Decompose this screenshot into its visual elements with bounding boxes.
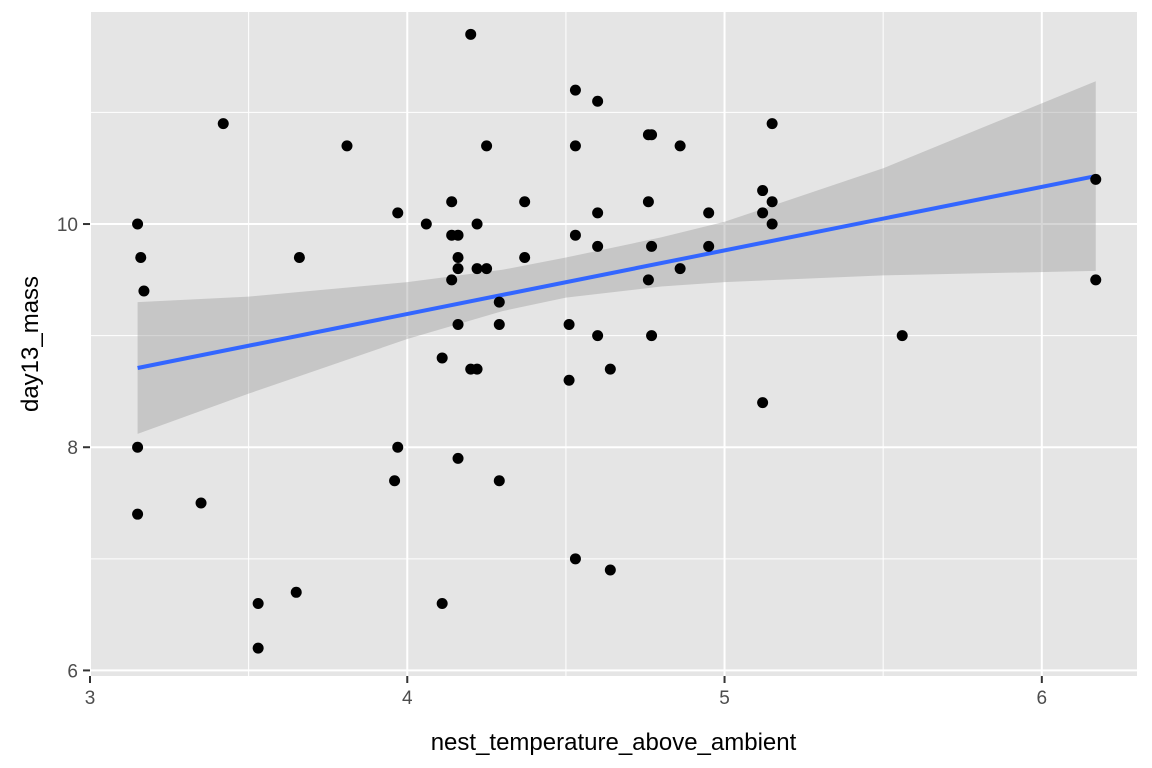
data-point — [420, 218, 432, 230]
data-point — [138, 285, 150, 297]
data-point — [452, 452, 464, 464]
data-point — [592, 95, 604, 107]
data-point — [592, 330, 604, 342]
data-point — [452, 229, 464, 241]
data-point — [604, 363, 616, 375]
data-point — [757, 397, 769, 409]
data-point — [569, 229, 581, 241]
data-point — [392, 207, 404, 219]
data-point — [132, 218, 144, 230]
data-point — [471, 263, 483, 275]
data-point — [481, 140, 493, 152]
y-tick-label: 8 — [67, 438, 78, 459]
data-point — [195, 497, 207, 509]
data-point — [452, 252, 464, 264]
data-point — [493, 475, 505, 487]
x-tick-label: 4 — [402, 688, 413, 709]
confidence-band — [137, 81, 1096, 434]
data-point — [642, 274, 654, 286]
data-point — [452, 318, 464, 330]
data-point — [252, 597, 264, 609]
data-point — [217, 118, 229, 130]
data-point — [569, 140, 581, 152]
data-point — [493, 296, 505, 308]
x-tick-label: 5 — [719, 688, 730, 709]
x-tick-label: 6 — [1037, 688, 1048, 709]
data-point — [436, 352, 448, 364]
data-point — [766, 218, 778, 230]
data-point — [135, 252, 147, 264]
data-point — [446, 274, 458, 286]
data-point — [471, 363, 483, 375]
data-point — [471, 218, 483, 230]
data-point — [493, 318, 505, 330]
y-axis: 6 8 10 — [57, 215, 90, 682]
data-point — [703, 207, 715, 219]
data-point — [446, 196, 458, 208]
x-axis: 3 4 5 6 — [85, 676, 1047, 709]
data-point — [569, 84, 581, 96]
data-point — [757, 185, 769, 197]
data-point — [646, 330, 658, 342]
data-point — [563, 318, 575, 330]
data-point — [563, 374, 575, 386]
data-point — [132, 441, 144, 453]
data-point — [1090, 173, 1102, 185]
data-point — [766, 196, 778, 208]
data-point — [293, 252, 305, 264]
data-point — [481, 263, 493, 275]
data-point — [569, 553, 581, 565]
data-point — [896, 330, 908, 342]
x-axis-title: nest_temperature_above_ambient — [431, 729, 797, 756]
data-point — [674, 263, 686, 275]
y-tick-label: 10 — [57, 215, 78, 236]
x-tick-label: 3 — [85, 688, 96, 709]
data-point — [642, 196, 654, 208]
data-point — [436, 597, 448, 609]
data-point — [341, 140, 353, 152]
data-point — [465, 28, 477, 40]
data-point — [1090, 274, 1102, 286]
data-point — [290, 586, 302, 598]
minor-gridlines — [90, 12, 1137, 676]
data-point — [132, 508, 144, 520]
data-point — [592, 240, 604, 252]
data-point — [389, 475, 401, 487]
data-point — [604, 564, 616, 576]
data-point — [703, 240, 715, 252]
data-point — [519, 196, 531, 208]
data-point — [519, 252, 531, 264]
data-point — [452, 263, 464, 275]
data-point — [592, 207, 604, 219]
data-point — [757, 207, 769, 219]
data-points — [132, 28, 1102, 654]
data-point — [674, 140, 686, 152]
major-gridlines — [89, 12, 1137, 676]
data-point — [646, 240, 658, 252]
data-point — [646, 129, 658, 141]
data-point — [766, 118, 778, 130]
y-tick-label: 6 — [67, 661, 78, 682]
y-axis-title: day13_mass — [17, 276, 44, 412]
data-point — [392, 441, 404, 453]
regression-line — [137, 174, 1097, 370]
data-point — [252, 642, 264, 654]
